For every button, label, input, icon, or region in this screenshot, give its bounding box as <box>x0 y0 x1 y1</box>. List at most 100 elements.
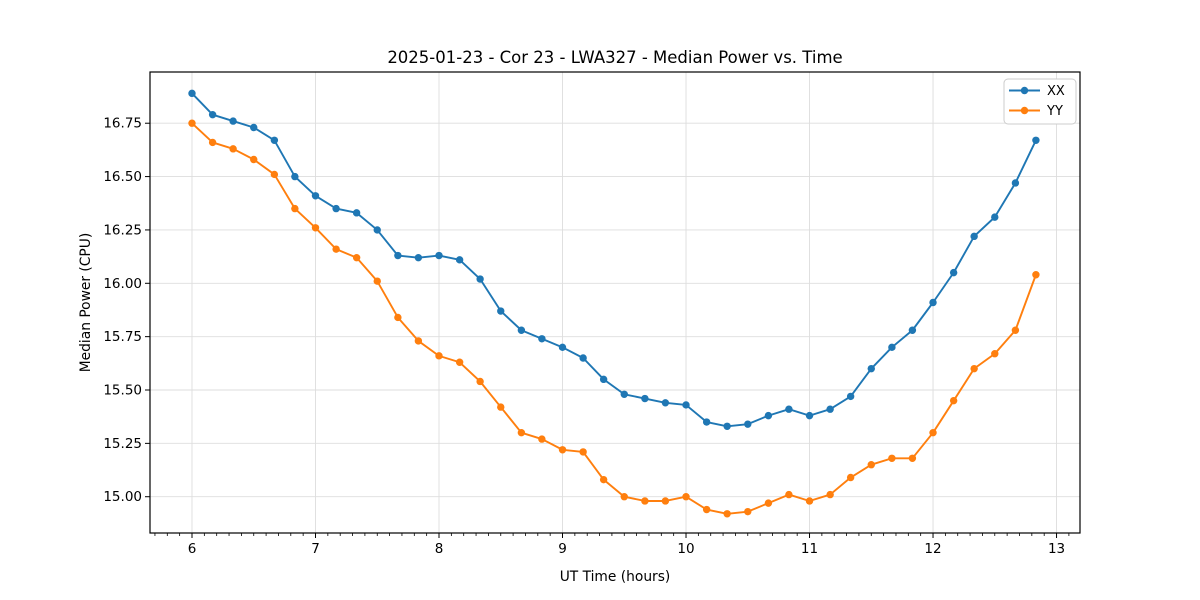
series-XX-marker <box>270 136 279 144</box>
y-axis-label: Median Power (CPU) <box>78 233 94 373</box>
axes-spines <box>149 71 1081 534</box>
chart-title: 2025-01-23 - Cor 23 - LWA327 - Median Po… <box>387 48 842 67</box>
series-YY-marker <box>991 350 999 358</box>
legend-label-YY: YY <box>1046 104 1063 119</box>
y-tick-label: 16.50 <box>103 169 142 185</box>
series-XX-marker <box>208 110 217 119</box>
x-tick-label: 6 <box>188 541 197 557</box>
series-XX-marker <box>929 298 937 307</box>
series-XX-marker <box>867 364 875 373</box>
series-YY-marker <box>270 170 279 179</box>
series-YY-marker <box>888 454 896 463</box>
series-XX-marker <box>455 256 464 264</box>
series-XX-marker <box>1032 136 1040 144</box>
y-tick-label: 16.25 <box>103 222 142 238</box>
series-YY-marker <box>579 448 587 456</box>
legend-label-XX: XX <box>1047 84 1065 99</box>
x-tick-label: 10 <box>677 541 694 557</box>
series-YY-marker <box>373 277 381 285</box>
series-XX-marker <box>702 418 711 426</box>
series-YY-marker <box>291 204 299 213</box>
series-XX-marker <box>970 232 978 241</box>
series-YY-marker <box>929 428 937 437</box>
series-XX-marker <box>291 172 299 181</box>
series-XX-marker <box>723 422 731 430</box>
series-YY-marker <box>599 475 608 484</box>
series-XX-marker <box>805 411 814 420</box>
series-YY-marker <box>620 493 628 501</box>
series-YY-marker <box>867 461 875 469</box>
series-XX-marker <box>497 307 505 315</box>
series-XX-marker <box>888 343 896 352</box>
series-XX-marker <box>250 123 258 132</box>
series-YY-marker <box>764 499 773 507</box>
series-YY-marker <box>744 507 752 516</box>
series-XX-marker <box>908 326 917 334</box>
series-YY-marker <box>208 138 217 147</box>
series-XX-marker <box>188 89 196 98</box>
series-YY-marker <box>517 428 526 437</box>
legend-marker-YY <box>1020 106 1029 115</box>
series-XX-marker <box>1011 179 1020 187</box>
series-YY-marker <box>558 446 567 454</box>
series-XX-marker <box>394 251 402 260</box>
series-YY-marker <box>702 505 711 514</box>
series-YY-marker <box>682 493 690 501</box>
series-XX-marker <box>641 394 649 403</box>
series-XX-marker <box>538 335 546 343</box>
y-tick-label: 15.25 <box>103 436 142 452</box>
x-tick-label: 13 <box>1048 541 1065 557</box>
series-XX-marker <box>599 375 608 384</box>
series-YY-marker <box>352 253 361 262</box>
series-YY-marker <box>435 352 443 360</box>
series-YY-marker <box>476 377 484 386</box>
series-XX-line <box>191 92 1037 428</box>
series-YY-marker <box>538 435 546 443</box>
series-XX-marker <box>846 392 855 401</box>
series-XX-marker <box>352 209 361 217</box>
series-XX-marker <box>949 268 958 277</box>
series-XX-marker <box>558 343 567 352</box>
series-YY-marker <box>229 145 237 153</box>
series-YY-marker <box>641 497 649 505</box>
series-XX-marker <box>476 275 484 283</box>
series-XX-marker <box>826 405 834 413</box>
x-tick-label: 11 <box>801 541 818 557</box>
series-YY-marker <box>497 403 505 411</box>
x-axis-label: UT Time (hours) <box>560 569 671 585</box>
series-XX-marker <box>991 213 999 221</box>
series-XX-marker <box>435 251 443 260</box>
series-YY-marker <box>1011 326 1020 334</box>
series-YY-marker <box>805 497 814 505</box>
series-XX-marker <box>414 253 423 262</box>
series-YY-marker <box>661 497 670 505</box>
y-tick-label: 16.75 <box>103 116 142 132</box>
y-tick-label: 15.75 <box>103 329 142 345</box>
series-XX-marker <box>744 420 752 428</box>
series-XX-marker <box>229 117 237 125</box>
series-YY-marker <box>332 245 340 253</box>
legend-marker-XX <box>1020 86 1029 95</box>
y-tick-label: 16.00 <box>103 276 142 292</box>
series-YY-marker <box>188 119 196 127</box>
series-XX-marker <box>311 192 320 200</box>
series-YY-marker <box>785 490 793 499</box>
series-XX-marker <box>579 354 587 362</box>
series-XX-marker <box>373 226 381 234</box>
series-YY-marker <box>394 313 402 322</box>
series-YY-marker <box>826 490 834 499</box>
x-tick-label: 12 <box>924 541 941 557</box>
series-XX-marker <box>785 405 793 413</box>
x-tick-label: 8 <box>435 541 444 557</box>
series-YY-marker <box>949 396 958 405</box>
series-XX-marker <box>764 411 773 420</box>
series-YY-marker <box>250 155 258 164</box>
series-YY-marker <box>455 358 464 366</box>
legend-box <box>1003 78 1077 125</box>
series-XX-marker <box>332 204 340 213</box>
x-tick-label: 9 <box>558 541 567 557</box>
y-tick-label: 15.00 <box>103 489 142 505</box>
